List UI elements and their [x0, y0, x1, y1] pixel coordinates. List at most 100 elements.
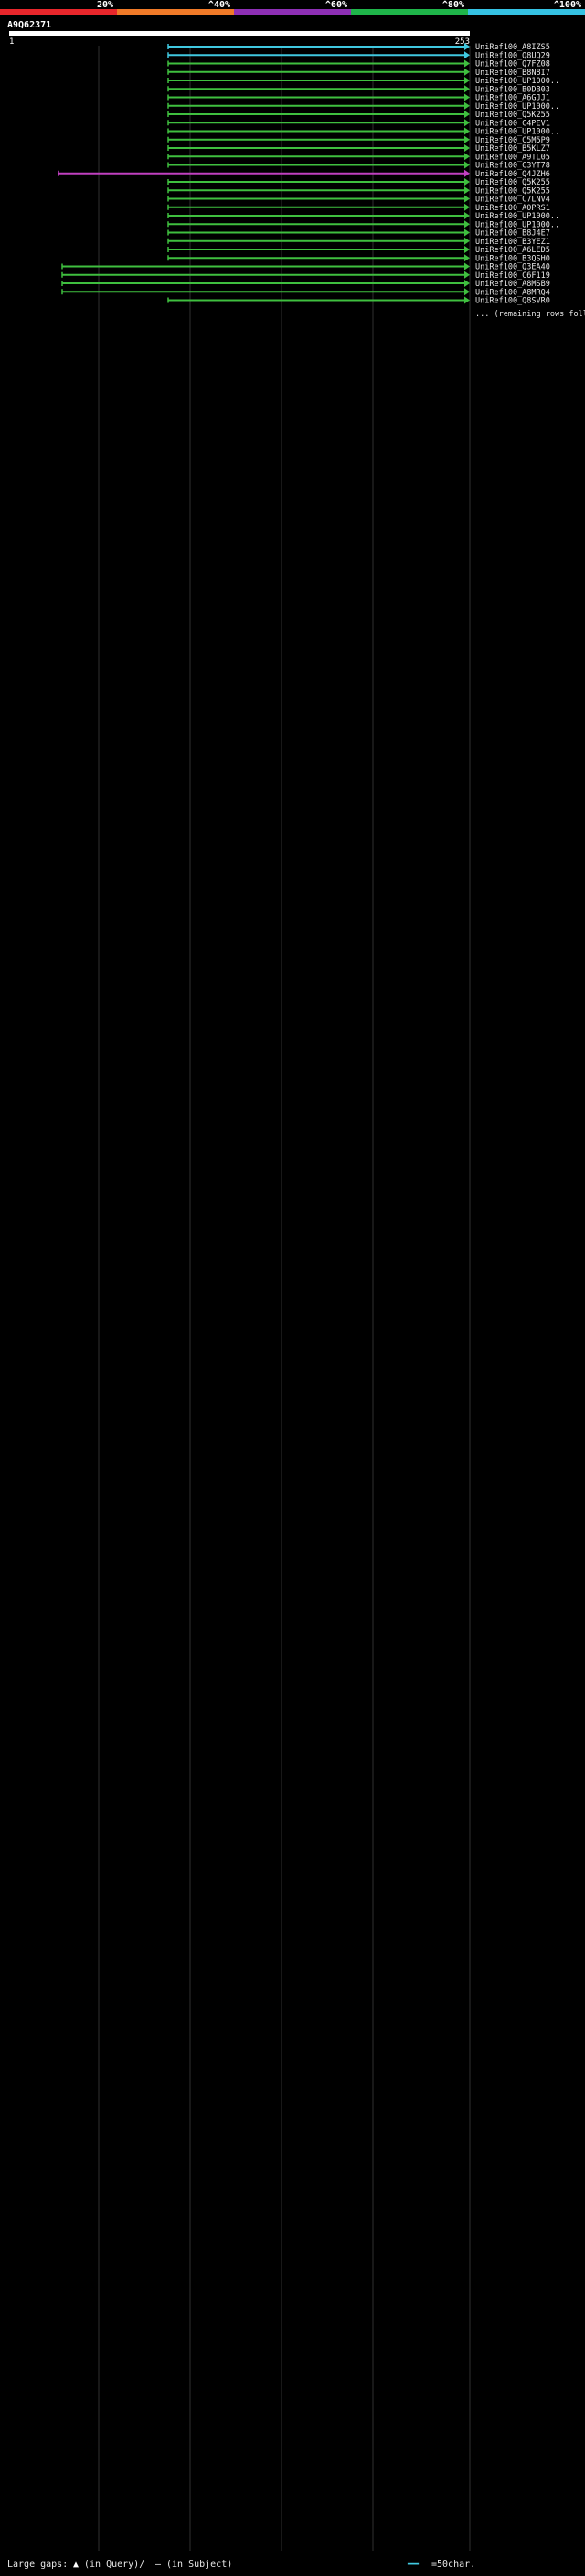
- alignment-row: UniRef100_Q8UQ29: [167, 51, 550, 60]
- alignment-row: UniRef100_Q5K255: [167, 186, 550, 196]
- row-label: UniRef100_Q8UQ29: [475, 51, 550, 60]
- alignment-arrow: [464, 161, 470, 169]
- scale-segment: [0, 9, 117, 15]
- alignment-row: UniRef100_B3YEZ1: [167, 237, 550, 247]
- row-label: UniRef100_B0DB03: [475, 85, 550, 94]
- alignment-arrow: [464, 195, 470, 203]
- alignment-row: UniRef100_B8J4E7: [167, 228, 550, 239]
- row-label: UniRef100_UP1000..: [475, 77, 559, 86]
- alignment-row: UniRef100_Q3EA40: [61, 262, 550, 272]
- alignment-arrow: [464, 178, 470, 186]
- row-label: UniRef100_UP1000..: [475, 220, 559, 229]
- alignment-row: UniRef100_UP1000..: [167, 77, 559, 86]
- alignment-arrow: [464, 288, 470, 296]
- scale-segment: [468, 9, 585, 15]
- row-label: UniRef100_B3QSH0: [475, 254, 550, 263]
- alignment-row: UniRef100_Q4JZH6: [58, 169, 550, 179]
- alignment-row: UniRef100_A6LED5: [167, 246, 550, 255]
- alignment-arrow: [464, 246, 470, 253]
- scale-segment: [234, 9, 351, 15]
- query-ruler: [9, 31, 470, 36]
- alignment-row: UniRef100_A0PRS1: [167, 203, 550, 213]
- alignment-row: UniRef100_Q8SVR0: [167, 296, 550, 306]
- scale-label: ^40%: [208, 0, 230, 10]
- alignment-arrow: [464, 68, 470, 76]
- alignment-arrow: [464, 85, 470, 93]
- row-label: UniRef100_A9TL05: [475, 153, 550, 162]
- scale-label: ^80%: [442, 0, 464, 10]
- query-name: A9Q62371: [7, 20, 51, 30]
- ruler-start-label: 1: [9, 37, 14, 47]
- alignment-arrow: [464, 101, 470, 110]
- row-label: UniRef100_A6GJJ1: [475, 94, 550, 103]
- chart-grid: [98, 46, 471, 2551]
- alignment-arrow: [464, 43, 470, 50]
- ruler-end-label: 253: [455, 37, 470, 47]
- alignment-row: UniRef100_UP1000..: [167, 220, 559, 229]
- row-label: UniRef100_B8N8I7: [475, 69, 550, 78]
- scale-swatch-icon: ━━: [408, 2560, 420, 2570]
- alignment-row: UniRef100_Q7FZ08: [167, 59, 550, 69]
- in-query-label: (in Query)/: [84, 2560, 145, 2570]
- alignment-row: UniRef100_B5KLZ7: [167, 144, 550, 154]
- scale-segment: [117, 9, 234, 15]
- alignment-arrow: [464, 111, 470, 118]
- alignment-arrow: [464, 262, 470, 270]
- alignment-row: UniRef100_A8IZS5: [167, 43, 550, 52]
- alignment-arrow: [464, 153, 470, 161]
- alignment-row: UniRef100_UP1000..: [167, 101, 559, 111]
- alignment-row: UniRef100_A6GJJ1: [167, 93, 550, 103]
- row-label: UniRef100_Q5K255: [475, 186, 550, 196]
- large-gaps-label: Large gaps:: [7, 2560, 69, 2570]
- per-pixel-label: =50char.: [431, 2560, 476, 2570]
- scale-label: ^60%: [325, 0, 347, 10]
- row-label: UniRef100_C3YT78: [475, 162, 550, 171]
- alignment-arrow: [464, 220, 470, 228]
- alignment-row: UniRef100_C6F119: [61, 270, 550, 281]
- row-label: UniRef100_Q7FZ08: [475, 60, 550, 69]
- row-label: UniRef100_UP1000..: [475, 102, 559, 111]
- alignment-row: UniRef100_C4PEV1: [167, 119, 550, 128]
- row-label: UniRef100_UP1000..: [475, 128, 559, 137]
- row-label: UniRef100_Q8SVR0: [475, 297, 550, 306]
- scale-segment: [351, 9, 468, 15]
- row-label: UniRef100_C5M5P9: [475, 136, 550, 145]
- alignment-row: UniRef100_A9TL05: [167, 153, 550, 162]
- more-rows-note: ... (remaining rows follow the same patt…: [475, 310, 585, 319]
- row-label: UniRef100_Q4JZH6: [475, 170, 550, 179]
- row-label: UniRef100_Q5K255: [475, 178, 550, 187]
- alignment-arrow: [464, 51, 470, 59]
- alignment-row: UniRef100_B0DB03: [167, 85, 550, 94]
- alignment-row: UniRef100_UP1000..: [167, 212, 559, 221]
- alignment-arrow: [464, 135, 470, 143]
- row-label: UniRef100_A8MRQ4: [475, 288, 550, 297]
- alignment-arrow: [464, 169, 470, 177]
- row-label: UniRef100_C4PEV1: [475, 119, 550, 128]
- alignment-arrow: [464, 203, 470, 211]
- alignment-row: UniRef100_A8MSB9: [61, 280, 550, 289]
- alignment-arrow: [464, 254, 470, 262]
- alignment-arrow: [464, 280, 470, 287]
- alignment-arrow: [464, 212, 470, 219]
- scale-label: ^100%: [554, 0, 581, 10]
- alignment-arrow: [464, 93, 470, 101]
- alignment-arrow: [464, 77, 470, 84]
- row-label: UniRef100_A8IZS5: [475, 43, 550, 52]
- alignment-arrow: [464, 119, 470, 127]
- alignment-arrow: [464, 127, 470, 135]
- row-label: UniRef100_A6LED5: [475, 246, 550, 255]
- alignment-arrow: [464, 228, 470, 237]
- alignment-arrow: [464, 144, 470, 152]
- row-label: UniRef100_A0PRS1: [475, 204, 550, 213]
- alignment-rows: UniRef100_A8IZS5UniRef100_Q8UQ29UniRef10…: [58, 43, 585, 319]
- alignment-row: UniRef100_C3YT78: [167, 161, 550, 171]
- alignment-row: UniRef100_Q5K255: [167, 111, 550, 120]
- alignment-row: UniRef100_B3QSH0: [167, 254, 550, 263]
- alignment-arrow: [464, 296, 470, 304]
- alignment-arrow: [464, 59, 470, 68]
- row-label: UniRef100_B3YEZ1: [475, 238, 550, 247]
- row-label: UniRef100_C7LNV4: [475, 196, 550, 205]
- gap-subject-marker-icon: –: [155, 2560, 162, 2570]
- alignment-arrow: [464, 270, 470, 279]
